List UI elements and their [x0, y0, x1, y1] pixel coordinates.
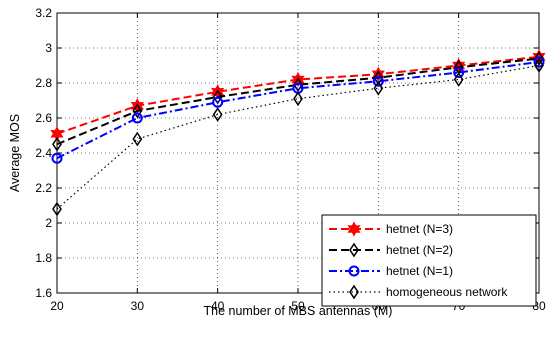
- y-tick-label: 2.2: [35, 181, 52, 195]
- data-point: [371, 66, 385, 82]
- y-axis-label: Average MOS: [8, 114, 22, 192]
- data-point: [51, 152, 63, 164]
- data-point: [453, 72, 464, 87]
- series-1: [50, 49, 546, 142]
- legend-marker: [349, 284, 359, 300]
- y-tick-label: 3.2: [35, 6, 52, 20]
- y-tick-label: 3: [45, 41, 52, 55]
- series-4: [52, 58, 544, 217]
- legend-label: homogeneous network: [386, 285, 508, 299]
- legend-label: hetnet (N=3): [386, 222, 453, 236]
- data-point: [293, 77, 303, 93]
- legend-marker: [348, 265, 360, 277]
- y-tick-label: 1.8: [35, 251, 52, 265]
- x-tick-label: 20: [50, 299, 64, 313]
- data-point: [212, 96, 224, 108]
- legend-label: hetnet (N=2): [386, 243, 453, 257]
- data-point: [132, 103, 143, 119]
- y-tick-label: 2.6: [35, 111, 52, 125]
- x-axis-label: The number of MBS antennas (M): [204, 304, 393, 318]
- data-point: [534, 58, 544, 73]
- legend-marker: [347, 221, 361, 237]
- data-point: [52, 201, 62, 217]
- legend-label: hetnet (N=1): [386, 264, 453, 278]
- legend-marker: [349, 242, 359, 258]
- data-point: [132, 131, 143, 147]
- data-point: [373, 80, 384, 96]
- x-tick-label: 50: [291, 299, 305, 313]
- data-point: [50, 126, 64, 142]
- data-point: [534, 51, 544, 66]
- legend: hetnet (N=3) hetnet (N=2) hetnet (N=1) homo…: [321, 214, 537, 307]
- data-point: [373, 70, 384, 86]
- data-point: [131, 112, 143, 124]
- data-point: [372, 75, 384, 87]
- y-tick-label: 1.6: [35, 286, 52, 300]
- y-tick-label: 2: [45, 216, 52, 230]
- data-point: [52, 136, 62, 152]
- data-point: [453, 67, 465, 78]
- x-tick-label: 30: [131, 299, 145, 313]
- data-point: [293, 91, 303, 107]
- series-3: [51, 56, 545, 164]
- data-point: [212, 107, 223, 122]
- x-tick-label: 40: [211, 299, 225, 313]
- series-layer: [50, 49, 546, 217]
- y-tick-label: 2.4: [35, 146, 52, 160]
- data-point: [533, 56, 545, 68]
- y-tick-label: 2.8: [35, 76, 52, 90]
